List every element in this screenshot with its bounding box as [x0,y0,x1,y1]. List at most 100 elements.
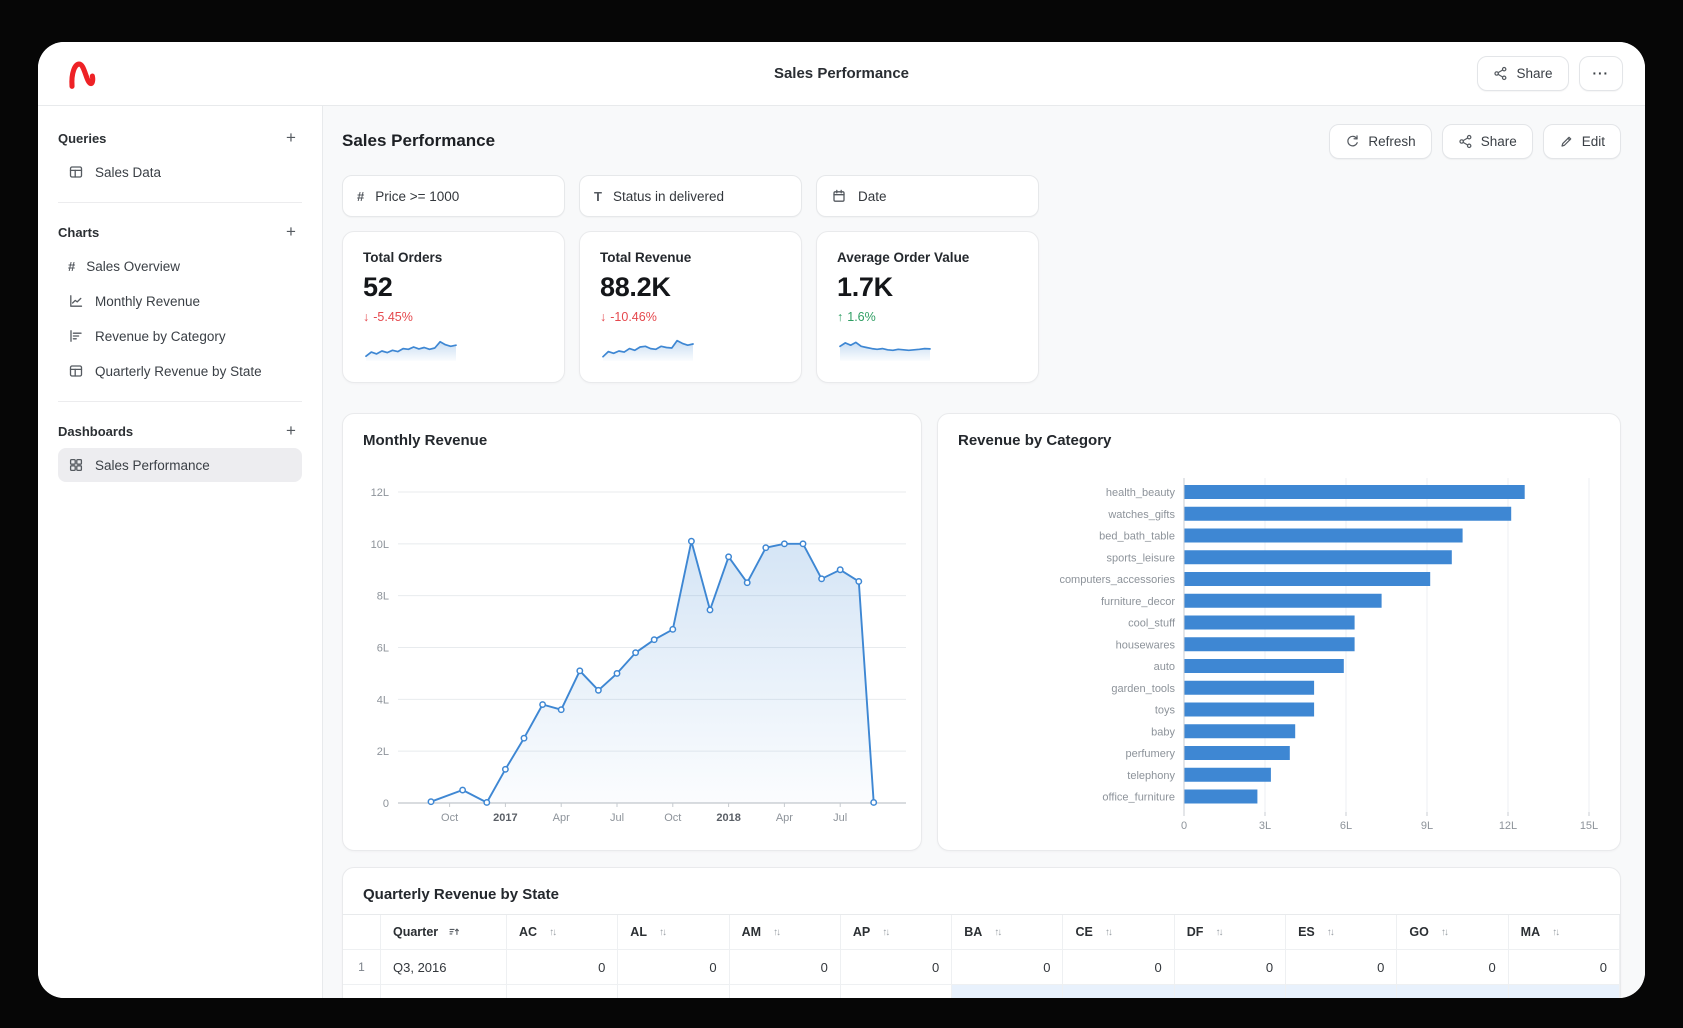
column-header-quarter[interactable]: Quarter [381,915,507,949]
kpi-value: 88.2K [600,272,671,302]
table-icon [68,164,84,180]
svg-text:toys: toys [1155,705,1176,717]
hash-icon: # [357,188,365,204]
kpi-card-total-orders: Total Orders 52 ↓ -5.45% [342,231,565,383]
svg-text:2018: 2018 [716,812,740,824]
row-number-cell: 1 [343,950,381,984]
sidebar-divider [58,202,302,203]
svg-text:Apr: Apr [776,812,793,824]
filter-chip-price-1000[interactable]: # Price >= 1000 [342,175,565,217]
column-header-label: CE [1075,925,1093,939]
topbar-actions: Share ··· [1477,56,1623,91]
sort-icon: ↑↓ [1440,926,1449,938]
column-header-label: AM [741,925,762,939]
more-options-button[interactable]: ··· [1578,56,1623,91]
topbar-share-button[interactable]: Share [1477,56,1569,91]
filter-chip-date[interactable]: Date [816,175,1039,217]
kpi-value: 1.7K [837,272,893,302]
kpi-delta-value: -10.46% [610,310,657,324]
sidebar-section-label: Queries [58,130,107,146]
line-icon [68,293,84,309]
table-icon [68,363,84,379]
sort-icon: ↑↓ [1104,926,1113,938]
share-icon [1458,134,1473,149]
column-header-ce[interactable]: CE ↑↓ [1063,915,1175,949]
column-header-ap[interactable]: AP ↑↓ [840,915,953,949]
kpi-delta: ↓ -10.46% [600,310,781,324]
svg-text:cool_stuff: cool_stuff [1128,618,1176,630]
refresh-button[interactable]: Refresh [1329,123,1432,159]
value-cell-ce [1063,985,1175,998]
value-cell-df: 0 [1175,950,1287,984]
kpi-card-average-order-value: Average Order Value 1.7K ↑ 1.6% [816,231,1039,383]
column-header-ba[interactable]: BA ↑↓ [952,915,1064,949]
sidebar-item-label: Revenue by Category [95,328,226,344]
topbar-share-label: Share [1516,66,1553,81]
page-header: Sales Performance Refresh Share Edit [342,122,1621,160]
column-header-al[interactable]: AL ↑↓ [618,915,730,949]
sidebar: Queries + Sales Data Charts + # Sales Overview… [38,106,323,998]
column-header-go[interactable]: GO ↑↓ [1397,915,1509,949]
revenue-by-category-chart: 0 3L 6L 9L 12L 15L health_beauty watches_giftsb… [1059,478,1598,832]
sidebar-item-sales-overview[interactable]: # Sales Overview [58,249,302,283]
sidebar-item-sales-data[interactable]: Sales Data [58,155,302,189]
refresh-button-label: Refresh [1368,133,1416,149]
column-header-df[interactable]: DF ↑↓ [1174,915,1287,949]
monthly-revenue-card: Monthly Revenue 0 2L 4L 6L 8L 10L 12L Oct 2017 Ap… [342,413,922,851]
monthly-revenue-chart: 0 2L 4L 6L 8L 10L 12L Oct 2017 Apr Jul Oct 2018 Apr Ju… [371,487,906,824]
sidebar-item-label: Quarterly Revenue by State [95,363,262,379]
svg-text:3L: 3L [1259,820,1271,832]
sidebar-section-queries: Queries + [58,122,302,154]
sort-icon: ↑↓ [658,926,667,938]
edit-button[interactable]: Edit [1542,123,1621,159]
sidebar-item-sales-performance[interactable]: Sales Performance [58,448,302,482]
table-header-row: Quarter AC ↑↓ AL ↑↓ AM ↑↓ AP ↑↓ BA ↑↓ CE ↑↓ DF ↑↓ ES ↑↓ G… [343,915,1620,950]
revenue-by-category-card: Revenue by Category 0 3L 6L 9L 12L 15L health_… [937,413,1621,851]
value-cell-am: 0 [730,950,841,984]
column-header-label: BA [964,925,983,939]
column-header-es[interactable]: ES ↑↓ [1286,915,1398,949]
hash-icon: # [68,258,76,274]
kpi-card-total-revenue: Total Revenue 88.2K ↓ -10.46% [579,231,802,383]
refresh-icon [1345,134,1360,149]
add-queries-button[interactable]: + [286,128,296,147]
quarterly-revenue-table: Quarter AC ↑↓ AL ↑↓ AM ↑↓ AP ↑↓ BA ↑↓ CE ↑↓ DF ↑↓ ES ↑↓ G… [343,914,1620,998]
add-dashboards-button[interactable]: + [286,421,296,440]
filter-chip-status-in-delivered[interactable]: T Status in delivered [579,175,802,217]
value-cell-ap [841,985,953,998]
column-header-ma[interactable]: MA ↑↓ [1508,915,1620,949]
app-body: Queries + Sales Data Charts + # Sales Overview… [38,106,1645,998]
svg-text:Apr: Apr [553,812,570,824]
value-cell-es [1286,985,1398,998]
svg-text:health_beauty: health_beauty [1106,487,1176,499]
column-header-ac[interactable]: AC ↑↓ [507,915,619,949]
add-charts-button[interactable]: + [286,222,296,241]
app-window: Sales Performance Share ··· Queries + Sale… [38,42,1645,998]
svg-text:Jul: Jul [833,812,847,824]
sidebar-item-revenue-by-category[interactable]: Revenue by Category [58,319,302,353]
arrow-up-icon: ↑ [837,310,844,324]
row-number-cell [343,985,381,998]
sidebar-item-monthly-revenue[interactable]: Monthly Revenue [58,284,302,318]
column-header-label: AC [519,925,538,939]
kpi-sparkline [837,332,1018,367]
value-cell-ma [1508,985,1620,998]
app-logo[interactable] [64,56,100,92]
column-header-am[interactable]: AM ↑↓ [729,915,841,949]
value-cell-ce: 0 [1063,950,1175,984]
sort-ascending-icon [448,926,461,939]
table-row-partial[interactable] [343,985,1620,998]
top-bar: Sales Performance Share ··· [38,42,1645,106]
kpi-label: Total Revenue [600,250,692,265]
share-button[interactable]: Share [1441,123,1533,159]
kpi-delta-value: -5.45% [373,310,413,324]
edit-button-label: Edit [1581,133,1605,149]
svg-text:15L: 15L [1580,820,1598,832]
share-icon [1493,66,1508,81]
svg-text:0: 0 [1181,820,1187,832]
table-row[interactable]: 1 Q3, 2016 0 0 0 0 0 0 0 0 0 0 [343,950,1620,985]
svg-text:2017: 2017 [493,812,517,824]
sidebar-item-quarterly-revenue-by-state[interactable]: Quarterly Revenue by State [58,354,302,388]
column-header-label: DF [1186,925,1204,939]
